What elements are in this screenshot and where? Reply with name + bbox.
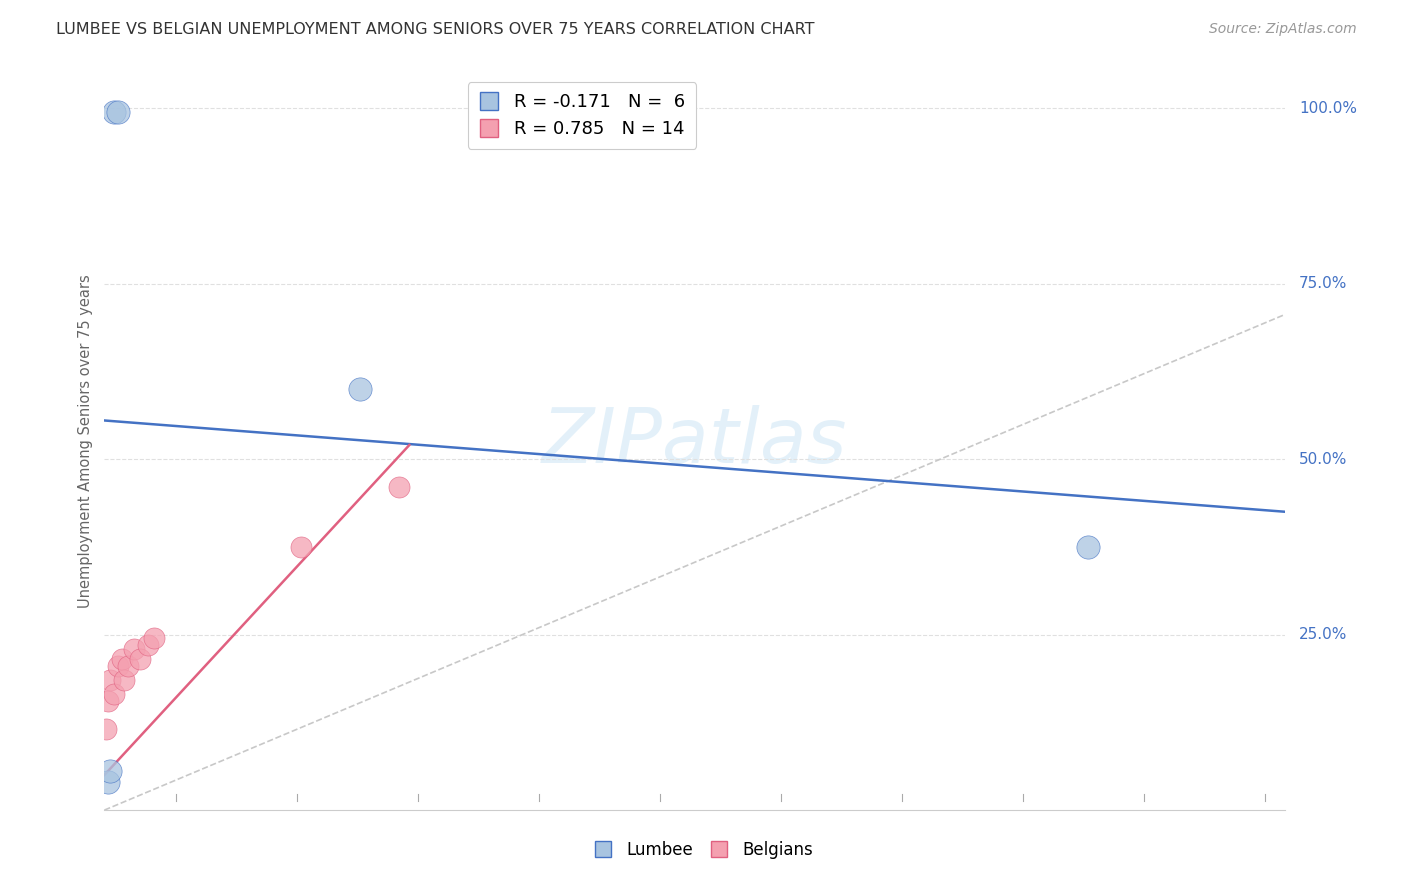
Point: [142, 631, 165, 645]
Point: [103, 104, 125, 119]
Point: [107, 104, 129, 119]
Point: [97, 694, 120, 708]
Point: [349, 382, 371, 396]
Legend: R = -0.171   N =  6, R = 0.785   N = 14: R = -0.171 N = 6, R = 0.785 N = 14: [468, 82, 696, 149]
Point: [111, 652, 134, 666]
Point: [96, 723, 118, 737]
Point: [97, 775, 120, 789]
Text: ZIPatlas: ZIPatlas: [541, 405, 848, 478]
Text: 25.0%: 25.0%: [1299, 627, 1347, 642]
Point: [122, 641, 145, 656]
Point: [388, 480, 411, 494]
Text: LUMBEE VS BELGIAN UNEMPLOYMENT AMONG SENIORS OVER 75 YEARS CORRELATION CHART: LUMBEE VS BELGIAN UNEMPLOYMENT AMONG SEN…: [56, 22, 814, 37]
Point: [112, 673, 135, 688]
Point: [128, 652, 150, 666]
Point: [98, 764, 121, 779]
Point: [117, 659, 139, 673]
Y-axis label: Unemployment Among Seniors over 75 years: Unemployment Among Seniors over 75 years: [79, 275, 93, 608]
Point: [107, 659, 129, 673]
Text: 100.0%: 100.0%: [1299, 101, 1357, 116]
Point: [1077, 540, 1099, 554]
Point: [136, 638, 159, 652]
Text: 50.0%: 50.0%: [1299, 451, 1347, 467]
Point: [103, 687, 125, 701]
Legend: Lumbee, Belgians: Lumbee, Belgians: [586, 835, 820, 866]
Point: [98, 673, 121, 688]
Text: Source: ZipAtlas.com: Source: ZipAtlas.com: [1209, 22, 1357, 37]
Point: [290, 540, 312, 554]
Text: 75.0%: 75.0%: [1299, 277, 1347, 291]
